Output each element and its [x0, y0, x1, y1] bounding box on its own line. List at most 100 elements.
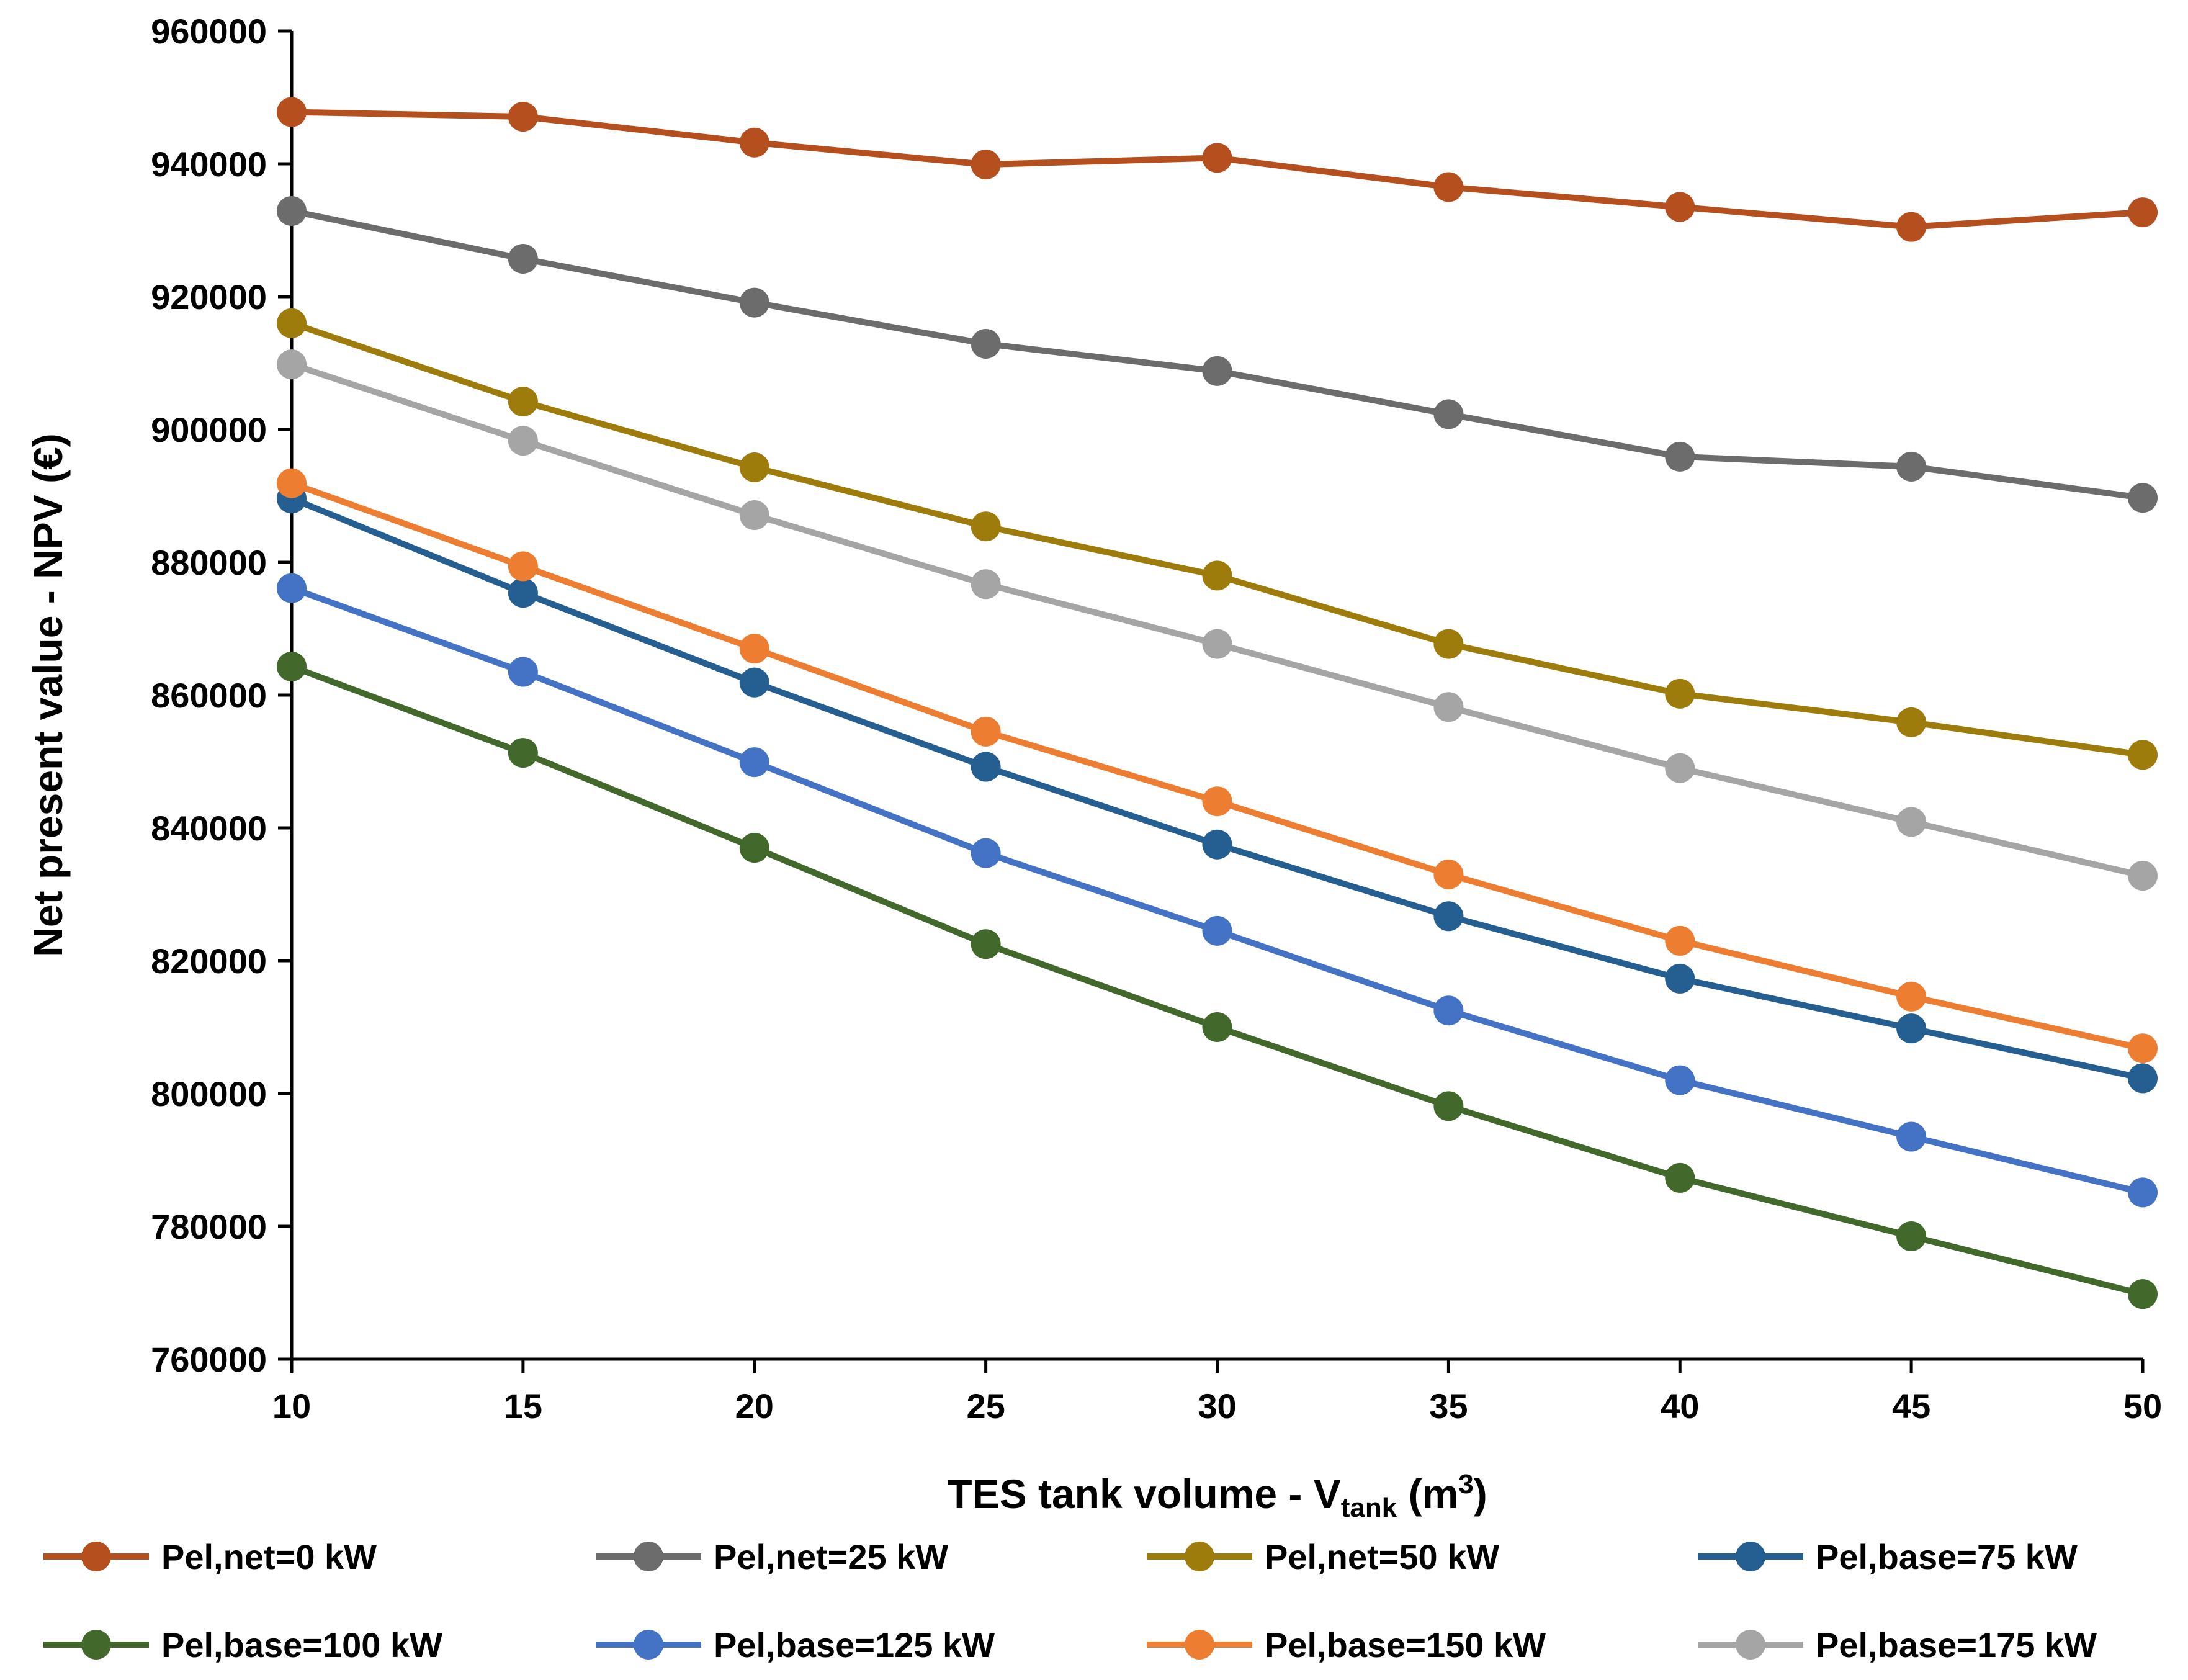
data-point — [277, 195, 307, 226]
data-point — [508, 551, 538, 582]
data-point — [971, 752, 1001, 782]
legend-item: Pel,base=150 kW — [1147, 1625, 1546, 1664]
series-3 — [277, 308, 2158, 770]
x-axis-title-main: TES tank volume - V — [947, 1471, 1340, 1517]
data-point — [1896, 807, 1927, 837]
data-point — [1665, 1162, 1695, 1193]
data-point — [1202, 786, 1232, 817]
x-tick-label: 35 — [1429, 1386, 1468, 1426]
legend-label: Pel,base=150 kW — [1265, 1625, 1546, 1664]
legend-marker — [1736, 1630, 1765, 1660]
data-point — [2128, 861, 2158, 891]
data-point — [971, 569, 1001, 600]
y-axis-title: Net present value - NPV (€) — [25, 433, 71, 957]
series-1 — [277, 97, 2158, 242]
y-tick-label: 920000 — [151, 277, 267, 317]
y-tick-labels: 760000 780000 800000 820000 840000 860000 8800… — [151, 12, 267, 1379]
x-axis-title: TES tank volume - Vtank (m3) — [947, 1469, 1487, 1523]
series-7 — [277, 468, 2158, 1064]
series-6 — [277, 573, 2158, 1208]
y-tick-label: 780000 — [151, 1207, 267, 1246]
data-point — [739, 747, 769, 778]
y-tick-label: 800000 — [151, 1074, 267, 1113]
data-point — [1433, 1091, 1464, 1121]
y-tick-label: 760000 — [151, 1340, 267, 1379]
data-point — [1433, 629, 1464, 659]
data-point — [1433, 399, 1464, 429]
data-point — [1665, 925, 1695, 956]
data-point — [1433, 901, 1464, 932]
legend-marker — [634, 1630, 663, 1660]
axes — [278, 29, 2145, 1373]
data-point — [971, 328, 1001, 359]
y-tick-label: 880000 — [151, 543, 267, 582]
y-tick-label: 900000 — [151, 410, 267, 449]
data-point — [1202, 629, 1232, 659]
data-point — [739, 287, 769, 318]
data-point — [2128, 483, 2158, 513]
series-4 — [277, 483, 2158, 1094]
x-axis-title-subscript: tank — [1341, 1493, 1397, 1523]
data-point — [971, 838, 1001, 868]
legend-label: Pel,net=25 kW — [714, 1537, 948, 1576]
data-point — [1433, 172, 1464, 202]
data-point — [277, 468, 307, 498]
data-point — [1896, 1013, 1927, 1044]
data-point — [1665, 963, 1695, 994]
data-point — [1202, 1012, 1232, 1042]
data-point — [739, 667, 769, 698]
y-tick-label: 940000 — [151, 145, 267, 184]
data-point — [1665, 753, 1695, 783]
data-point — [508, 426, 538, 456]
data-point — [277, 651, 307, 681]
data-point — [1202, 915, 1232, 946]
legend-label: Pel,base=175 kW — [1816, 1625, 2097, 1664]
series-8 — [277, 349, 2158, 891]
data-point — [2128, 1177, 2158, 1208]
data-point — [2128, 1279, 2158, 1309]
data-point — [739, 127, 769, 158]
data-point — [739, 452, 769, 482]
data-point — [739, 833, 769, 863]
series-line — [290, 663, 2144, 1297]
data-point — [1896, 1221, 1927, 1252]
data-point — [1202, 560, 1232, 591]
data-point — [277, 349, 307, 380]
data-point — [1896, 981, 1927, 1012]
y-tick-label: 960000 — [151, 12, 267, 51]
data-point — [971, 150, 1001, 180]
data-point — [508, 244, 538, 274]
x-tick-labels: 10 15 20 25 30 35 40 45 50 — [272, 1386, 2162, 1426]
legend-label: Pel,base=75 kW — [1816, 1537, 2078, 1576]
x-axis-title-unit-close: ) — [1474, 1471, 1487, 1517]
data-point — [1665, 1065, 1695, 1095]
data-point — [1433, 692, 1464, 722]
x-axis-title-unit-open: (m — [1397, 1471, 1458, 1517]
x-tick-label: 10 — [272, 1386, 311, 1426]
x-tick-label: 40 — [1661, 1386, 1699, 1426]
x-tick-label: 25 — [966, 1386, 1005, 1426]
data-point — [739, 634, 769, 664]
x-tick-label: 30 — [1198, 1386, 1236, 1426]
data-point — [971, 716, 1001, 747]
data-point — [508, 102, 538, 132]
x-tick-label: 20 — [735, 1386, 774, 1426]
legend-item: Pel,base=100 kW — [43, 1625, 442, 1664]
legend-item: Pel,base=75 kW — [1698, 1537, 2078, 1576]
series-line — [290, 585, 2144, 1196]
data-point — [739, 500, 769, 531]
data-point — [2128, 197, 2158, 228]
data-point — [971, 929, 1001, 959]
legend-marker — [81, 1542, 111, 1571]
x-tick-label: 50 — [2123, 1386, 2162, 1426]
data-point — [277, 97, 307, 127]
data-point — [508, 387, 538, 417]
data-point — [508, 578, 538, 608]
x-axis-title-superscript: 3 — [1458, 1469, 1473, 1499]
y-tick-label: 840000 — [151, 809, 267, 848]
legend-marker — [81, 1630, 111, 1660]
legend-marker — [1736, 1542, 1765, 1571]
series-5 — [277, 651, 2158, 1309]
legend-marker — [1185, 1630, 1214, 1660]
